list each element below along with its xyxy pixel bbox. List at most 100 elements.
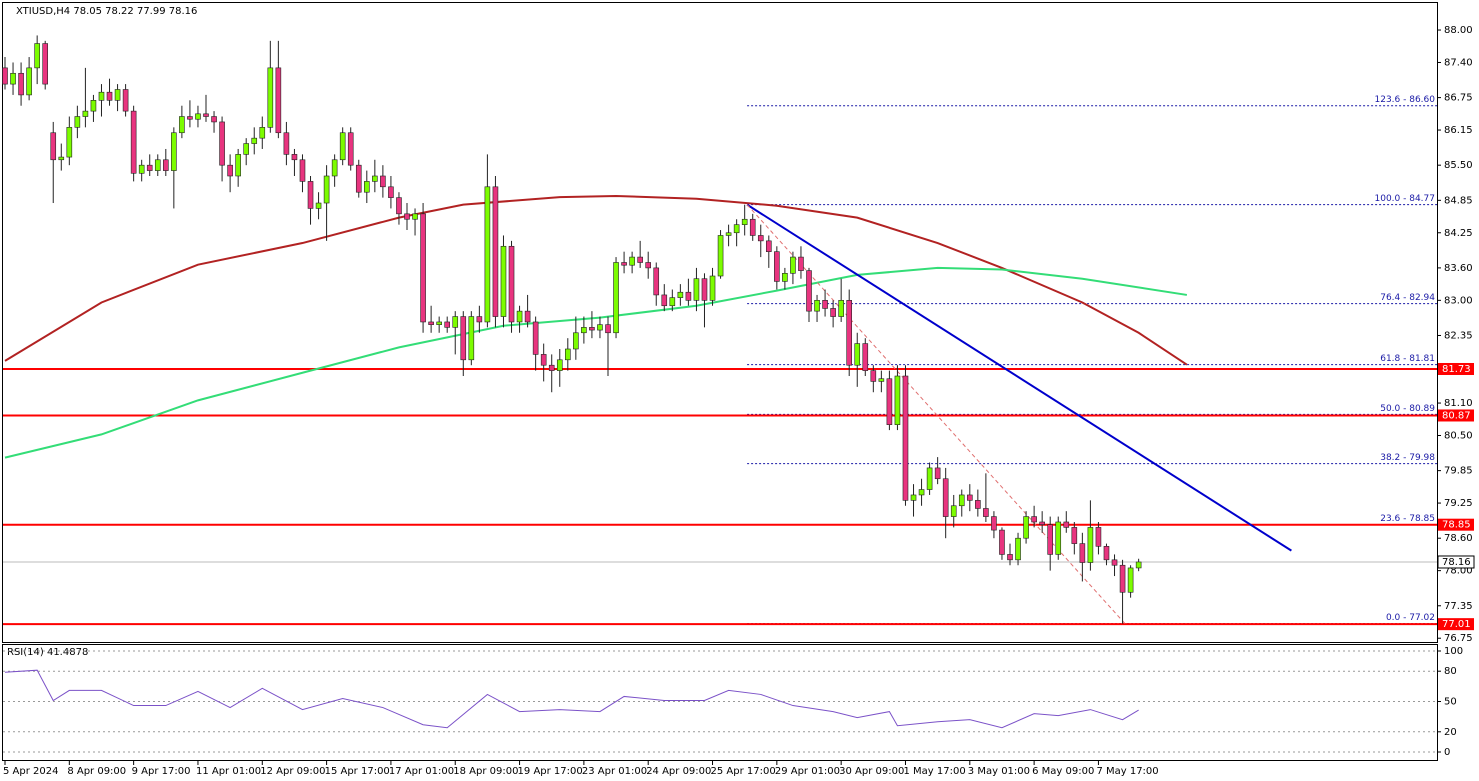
candle-body: [492, 186, 499, 317]
candle-body: [171, 132, 177, 171]
rsi-y-tick-label: 50: [1444, 697, 1457, 708]
candle-body: [355, 164, 362, 193]
candle-body: [339, 132, 346, 161]
candle-body: [918, 489, 925, 496]
candle-body: [1135, 561, 1142, 569]
candle-body: [138, 164, 145, 174]
candle-body: [540, 354, 547, 366]
candle-body: [637, 256, 643, 263]
level-tag: [1438, 409, 1474, 422]
candle-body: [122, 89, 129, 112]
x-tick-label: 6 May 09:00: [1032, 766, 1094, 777]
candle-body: [757, 235, 764, 242]
y-tick-label: 80.50: [1444, 430, 1473, 441]
candle-body: [34, 43, 40, 69]
candle-body: [902, 375, 909, 501]
y-tick-label: 88.00: [1444, 25, 1473, 36]
candle-body: [532, 321, 539, 355]
candle-body: [508, 245, 515, 323]
candle-body: [114, 89, 121, 101]
candle-body: [733, 224, 740, 234]
fib-label: 76.4 - 82.94: [1380, 293, 1435, 303]
candle-body: [709, 275, 716, 301]
y-tick-label: 84.25: [1444, 228, 1473, 239]
candle-body: [958, 494, 965, 507]
fib-label: 61.8 - 81.81: [1380, 354, 1435, 364]
y-tick-label: 87.40: [1444, 57, 1473, 68]
candle-body: [291, 154, 298, 161]
candle-body: [404, 213, 410, 220]
candle-body: [1119, 564, 1126, 593]
candle-body: [323, 175, 330, 204]
candle-body: [669, 297, 676, 307]
candle-body: [1095, 527, 1102, 547]
y-tick-label: 77.35: [1444, 601, 1473, 612]
candle-body: [187, 116, 193, 120]
fib-label: 50.0 - 80.89: [1380, 404, 1435, 414]
candle-body: [548, 364, 555, 371]
candle-body: [66, 127, 73, 158]
candle-body: [90, 100, 97, 112]
candle-body: [283, 132, 290, 155]
level-tag: [1438, 362, 1474, 375]
candle-body: [1039, 521, 1045, 525]
y-tick-label: 76.75: [1444, 633, 1473, 644]
moving-average: [4, 266, 1188, 459]
level-label: 80.87: [1442, 410, 1471, 421]
candle-body: [894, 375, 901, 425]
candle-body: [388, 186, 394, 198]
candle-body: [564, 348, 571, 361]
candle-body: [500, 245, 507, 317]
candle-body: [235, 154, 241, 177]
candle-body: [468, 316, 475, 361]
y-tick-label: 79.85: [1444, 466, 1473, 477]
current-price-tag: [1437, 555, 1475, 569]
candle-body: [1031, 516, 1037, 523]
candle-body: [975, 500, 981, 509]
candle-body: [299, 159, 306, 182]
candle-body: [790, 256, 796, 274]
candle-body: [516, 310, 523, 323]
candle-body: [380, 175, 386, 188]
candle-body: [1015, 537, 1021, 561]
candle-body: [1063, 521, 1070, 528]
x-tick-label: 19 Apr 17:00: [518, 766, 583, 777]
candle-body: [983, 508, 989, 517]
x-tick-label: 11 Apr 01:00: [196, 766, 261, 777]
fib-label: 23.6 - 78.85: [1380, 514, 1435, 524]
candle-body: [597, 324, 603, 331]
candle-body: [363, 181, 370, 193]
candle-body: [436, 321, 442, 325]
candle-body: [1047, 524, 1053, 555]
candle-body: [862, 343, 869, 371]
candle-body: [685, 291, 692, 301]
candle-body: [219, 121, 225, 166]
candle-body: [605, 324, 611, 334]
x-tick-label: 7 May 17:00: [1096, 766, 1158, 777]
candle-body: [146, 164, 153, 171]
candle-body: [645, 262, 652, 269]
candle-body: [846, 300, 853, 366]
x-tick-label: 9 Apr 17:00: [132, 766, 191, 777]
candle-body: [1087, 527, 1094, 563]
candle-body: [991, 516, 997, 531]
rsi-pane-frame: [2, 644, 1438, 761]
fib-label: 38.2 - 79.98: [1380, 453, 1435, 463]
y-tick-label: 81.10: [1444, 398, 1473, 409]
candle-body: [661, 294, 668, 307]
level-label: 77.01: [1442, 619, 1471, 630]
candle-body: [267, 67, 274, 128]
x-tick-label: 12 Apr 09:00: [260, 766, 325, 777]
moving-average: [4, 194, 1188, 366]
candle-body: [428, 321, 434, 325]
candle-body: [854, 343, 861, 366]
candle-body: [717, 235, 724, 277]
x-tick-label: 25 Apr 17:00: [711, 766, 776, 777]
level-tag: [1438, 618, 1474, 631]
candle-body: [203, 113, 209, 117]
y-tick-label: 83.60: [1444, 263, 1473, 274]
trendline: [746, 203, 1292, 552]
candle-body: [275, 67, 282, 134]
candle-body: [1103, 546, 1110, 561]
